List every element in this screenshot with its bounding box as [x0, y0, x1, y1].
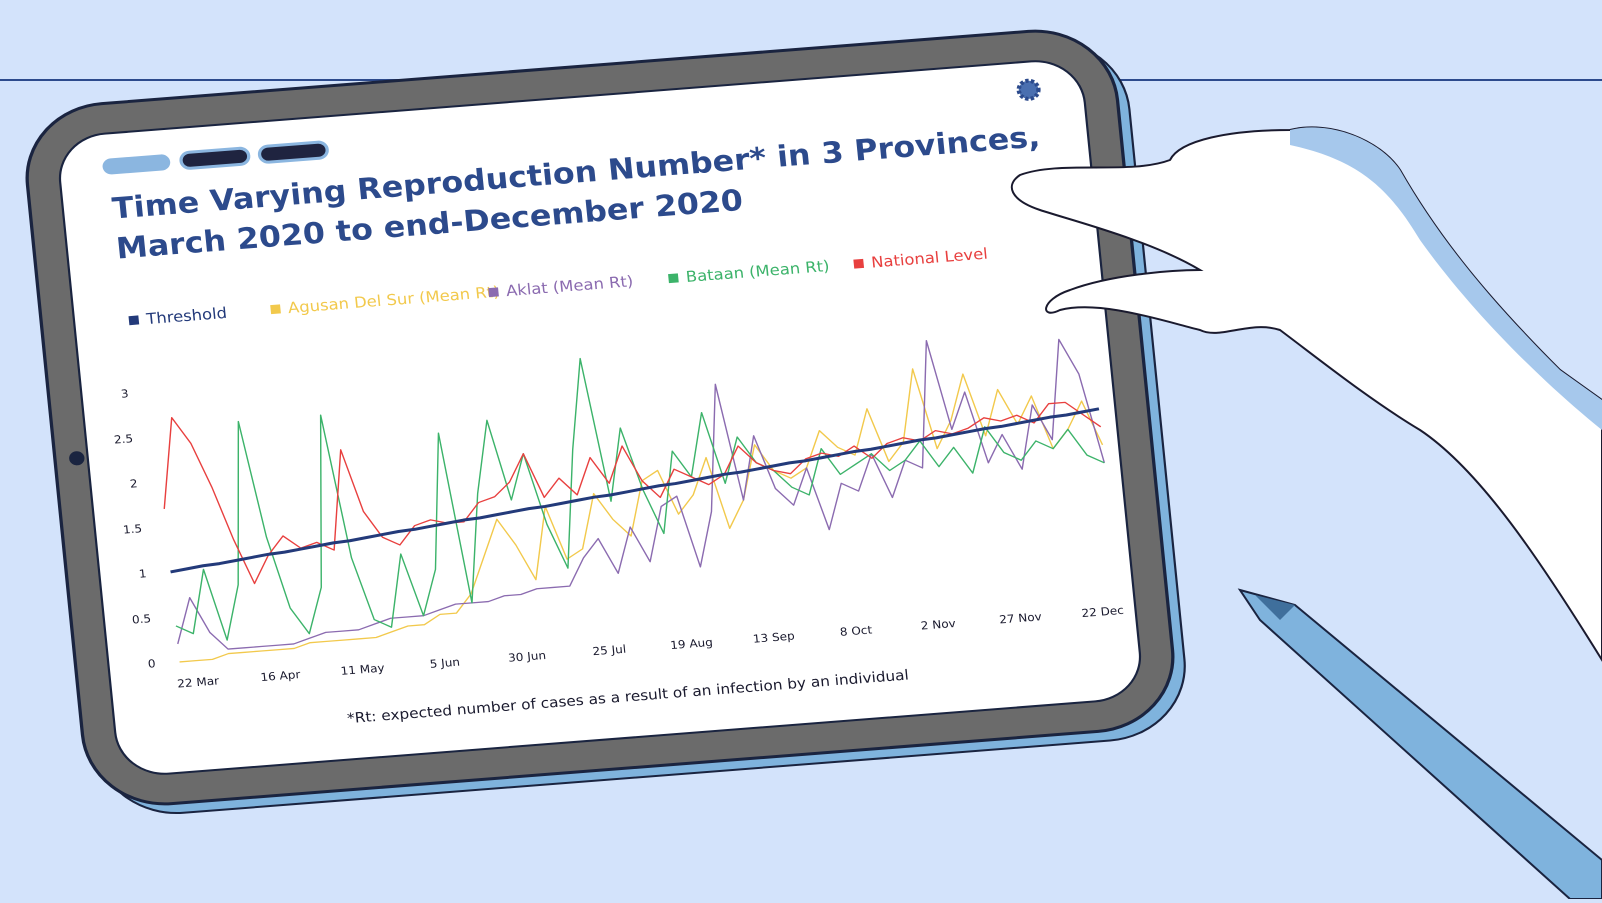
- legend-swatch: [853, 259, 864, 269]
- x-tick-label: 5 Jun: [429, 655, 461, 671]
- x-tick-label: 8 Oct: [839, 623, 873, 639]
- x-tick-label: 2 Nov: [920, 616, 956, 632]
- y-tick-label: 2: [129, 477, 138, 491]
- tab-pill[interactable]: [180, 148, 249, 169]
- y-tick-label: 1: [138, 567, 147, 581]
- scene: Time Varying Reproduction Number* in 3 P…: [0, 0, 1602, 899]
- y-tick-label: 3: [120, 387, 129, 401]
- y-tick-label: 0: [147, 657, 156, 671]
- legend-swatch: [668, 273, 679, 283]
- legend-swatch: [129, 315, 140, 325]
- y-tick-label: 1.5: [122, 522, 142, 537]
- y-tick-label: 0.5: [131, 612, 151, 627]
- legend-swatch: [270, 304, 281, 314]
- page: Time Varying Reproduction Number* in 3 P…: [0, 0, 1602, 899]
- pencil: [1240, 590, 1602, 899]
- tab-pill[interactable]: [259, 142, 328, 163]
- legend-swatch: [488, 287, 499, 297]
- x-tick-label: 25 Jul: [592, 642, 627, 658]
- tablet: Time Varying Reproduction Number* in 3 P…: [20, 24, 1192, 820]
- y-tick-label: 2.5: [113, 432, 133, 447]
